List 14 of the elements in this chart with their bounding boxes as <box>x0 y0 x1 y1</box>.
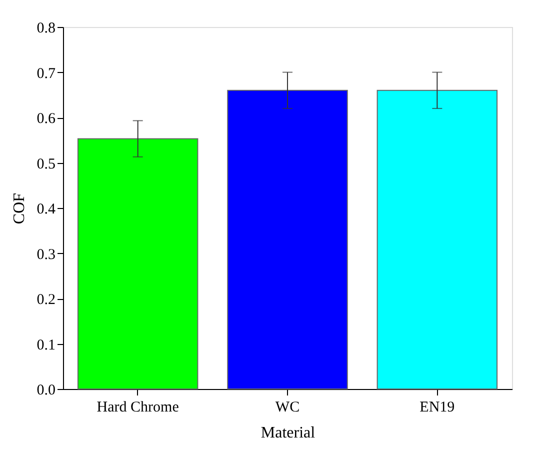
y-tick-label: 0.7 <box>36 66 56 82</box>
y-tick-label: 0.8 <box>36 20 56 36</box>
x-tick-label: EN19 <box>420 400 455 416</box>
y-tick-label: 0.6 <box>36 111 56 127</box>
y-tick-label: 0.4 <box>36 202 56 218</box>
y-tick-label: 0.5 <box>36 156 56 172</box>
y-tick-label: 0.1 <box>36 337 56 354</box>
x-axis-title: Material <box>260 424 316 442</box>
y-tick-label: 0.2 <box>36 292 56 308</box>
y-axis-title: COF <box>10 192 28 224</box>
x-tick-label: Hard Chrome <box>96 400 180 416</box>
y-tick-label: 0.0 <box>36 382 56 398</box>
x-tick-label: WC <box>275 400 300 416</box>
y-tick-label: 0.3 <box>36 246 56 263</box>
